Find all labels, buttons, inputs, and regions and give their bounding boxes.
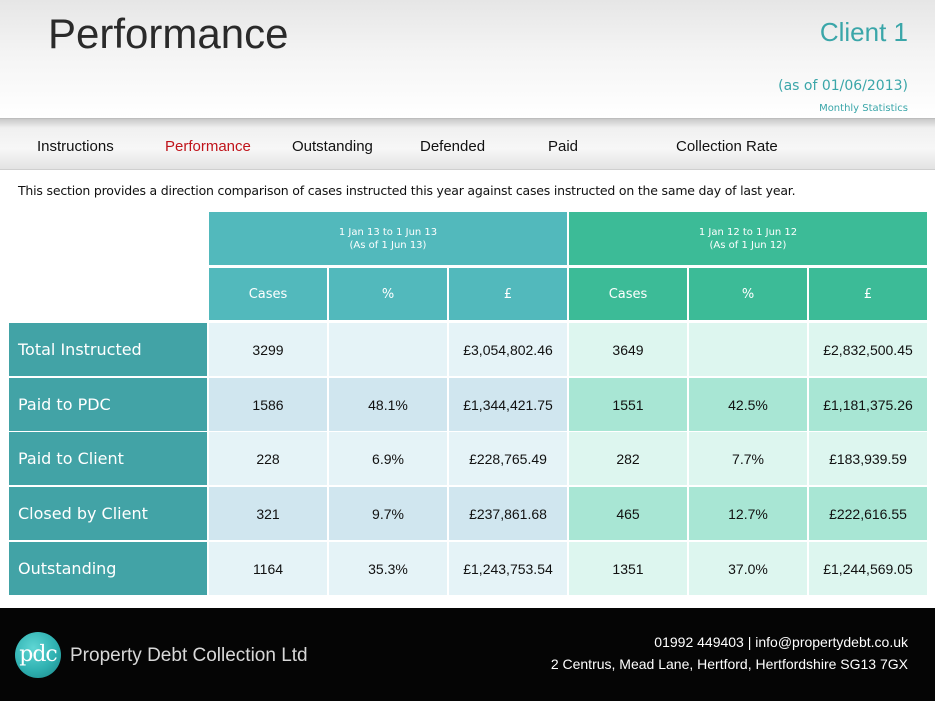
table-cell: 48.1% bbox=[329, 378, 447, 431]
table-cell: 1586 bbox=[209, 378, 327, 431]
table-cell: £1,243,753.54 bbox=[449, 542, 567, 595]
table-cell: £2,832,500.45 bbox=[809, 323, 927, 376]
period-header: 1 Jan 12 to 1 Jun 12 (As of 1 Jun 12) bbox=[569, 212, 927, 265]
table-cell: 1351 bbox=[569, 542, 687, 595]
as-of-date: (as of 01/06/2013) bbox=[778, 78, 908, 94]
header: Performance Client 1 (as of 01/06/2013) … bbox=[0, 0, 935, 118]
table-cell: £1,181,375.26 bbox=[809, 378, 927, 431]
row-label: Paid to PDC bbox=[9, 378, 207, 431]
table-cell: 282 bbox=[569, 432, 687, 485]
company-address: 2 Centrus, Mead Lane, Hertford, Hertford… bbox=[550, 656, 908, 672]
column-header: £ bbox=[809, 268, 927, 320]
table-cell: 37.0% bbox=[689, 542, 807, 595]
table-cell: £1,244,569.05 bbox=[809, 542, 927, 595]
table-cell: £183,939.59 bbox=[809, 432, 927, 485]
contact-info: 01992 449403 | info@propertydebt.co.uk bbox=[654, 634, 908, 650]
company-name: Property Debt Collection Ltd bbox=[70, 645, 308, 666]
column-header: % bbox=[689, 268, 807, 320]
nav-item-collection-rate[interactable]: Collection Rate bbox=[676, 138, 778, 155]
table-cell: £222,616.55 bbox=[809, 487, 927, 540]
table-cell: £3,054,802.46 bbox=[449, 323, 567, 376]
table-cell: 7.7% bbox=[689, 432, 807, 485]
table-cell: 3649 bbox=[569, 323, 687, 376]
column-header: % bbox=[329, 268, 447, 320]
table-cell: 6.9% bbox=[329, 432, 447, 485]
table-cell: 321 bbox=[209, 487, 327, 540]
logo-text: pdc bbox=[19, 641, 57, 667]
page-title: Performance bbox=[48, 10, 289, 57]
table-cell: 465 bbox=[569, 487, 687, 540]
table-cell bbox=[689, 323, 807, 376]
nav-item-defended[interactable]: Defended bbox=[420, 138, 486, 155]
table-cell: 1551 bbox=[569, 378, 687, 431]
row-label: Total Instructed bbox=[9, 323, 207, 376]
period-as-of: (As of 1 Jun 12) bbox=[709, 239, 787, 251]
period-range: 1 Jan 12 to 1 Jun 12 bbox=[698, 226, 798, 238]
nav-item-instructions[interactable]: Instructions bbox=[37, 138, 114, 155]
client-name: Client 1 bbox=[819, 17, 908, 47]
period-header: 1 Jan 13 to 1 Jun 13 (As of 1 Jun 13) bbox=[209, 212, 567, 265]
period-range: 1 Jan 13 to 1 Jun 13 bbox=[338, 226, 438, 238]
table-cell: 35.3% bbox=[329, 542, 447, 595]
nav-item-outstanding[interactable]: Outstanding bbox=[292, 138, 373, 155]
table-cell: 228 bbox=[209, 432, 327, 485]
column-header: £ bbox=[449, 268, 567, 320]
table-cell: 3299 bbox=[209, 323, 327, 376]
row-label: Outstanding bbox=[9, 542, 207, 595]
nav-bar: Instructions Performance Outstanding Def… bbox=[0, 118, 935, 170]
row-label: Closed by Client bbox=[9, 487, 207, 540]
table-cell: 1164 bbox=[209, 542, 327, 595]
period-as-of: (As of 1 Jun 13) bbox=[349, 239, 427, 251]
footer: pdc Property Debt Collection Ltd 01992 4… bbox=[0, 608, 935, 701]
table-cell: 12.7% bbox=[689, 487, 807, 540]
table-cell: 9.7% bbox=[329, 487, 447, 540]
table-cell bbox=[329, 323, 447, 376]
row-label: Paid to Client bbox=[9, 432, 207, 485]
intro-text: This section provides a direction compar… bbox=[18, 183, 796, 198]
nav-item-performance[interactable]: Performance bbox=[165, 138, 251, 155]
nav-item-paid[interactable]: Paid bbox=[548, 138, 579, 155]
table-cell: 42.5% bbox=[689, 378, 807, 431]
table-cell: £228,765.49 bbox=[449, 432, 567, 485]
column-header: Cases bbox=[209, 268, 327, 320]
table-cell: £237,861.68 bbox=[449, 487, 567, 540]
pdc-logo: pdc bbox=[15, 632, 61, 678]
report-subtitle: Monthly Statistics bbox=[819, 103, 908, 114]
column-header: Cases bbox=[569, 268, 687, 320]
table-cell: £1,344,421.75 bbox=[449, 378, 567, 431]
